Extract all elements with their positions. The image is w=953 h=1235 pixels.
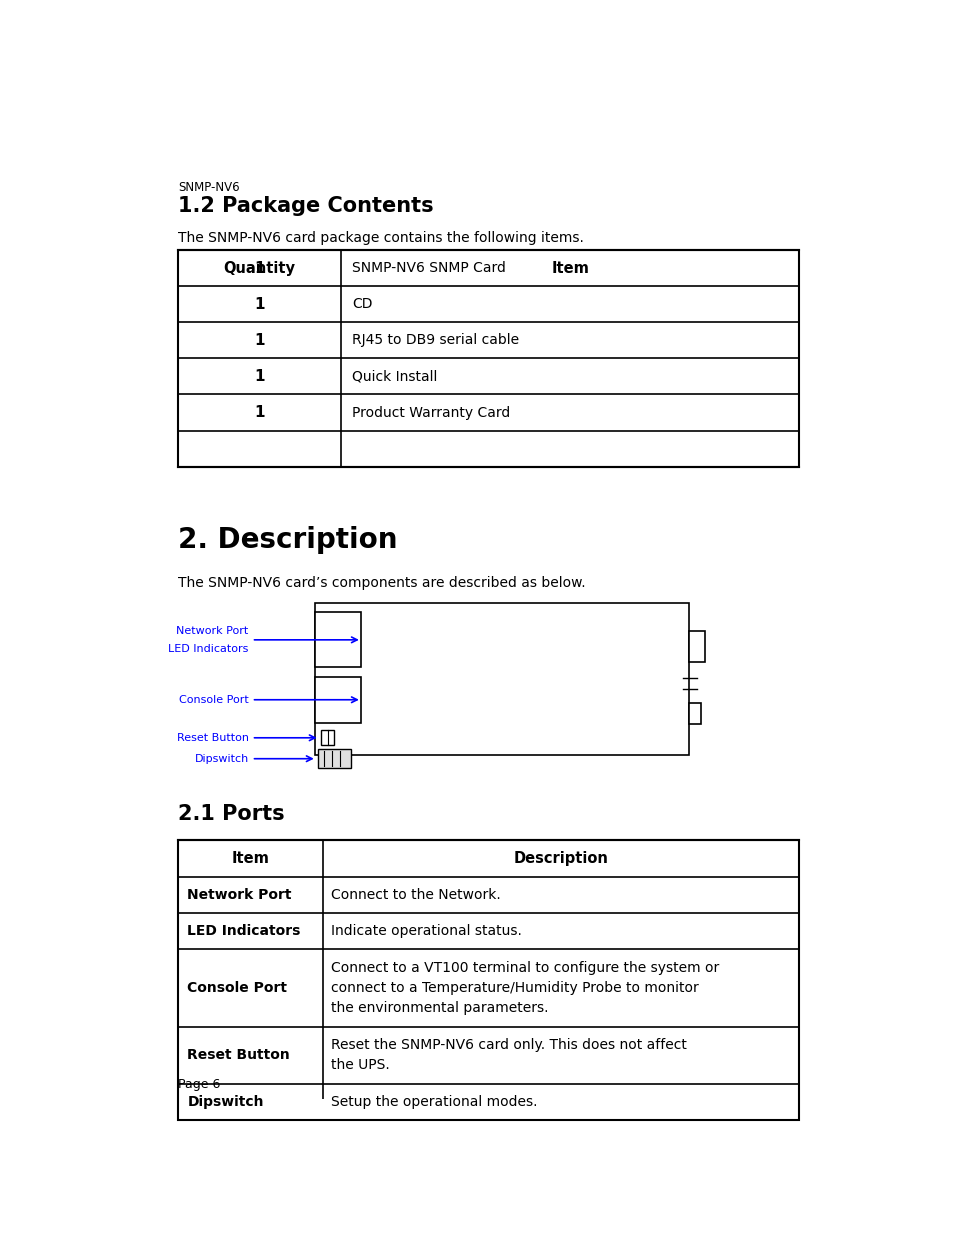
Text: Dipswitch: Dipswitch: [187, 1095, 263, 1109]
Bar: [178, 249, 799, 467]
Text: 1: 1: [254, 332, 265, 348]
Bar: [321, 730, 335, 746]
Bar: [314, 603, 688, 755]
Text: 2. Description: 2. Description: [178, 526, 397, 553]
Text: 1: 1: [254, 261, 265, 275]
Text: Connect to a VT100 terminal to configure the system or: Connect to a VT100 terminal to configure…: [331, 961, 719, 974]
Text: Console Port: Console Port: [179, 695, 249, 705]
Bar: [688, 631, 704, 662]
Text: 1: 1: [254, 369, 265, 384]
Text: Description: Description: [513, 851, 608, 866]
Text: SNMP-NV6: SNMP-NV6: [178, 182, 240, 194]
Text: Dipswitch: Dipswitch: [194, 753, 249, 763]
Text: Connect to the Network.: Connect to the Network.: [331, 888, 500, 902]
Text: Setup the operational modes.: Setup the operational modes.: [331, 1095, 537, 1109]
Text: Reset Button: Reset Button: [176, 732, 249, 742]
Text: Reset the SNMP-NV6 card only. This does not affect: Reset the SNMP-NV6 card only. This does …: [331, 1039, 686, 1052]
Text: CD: CD: [352, 298, 373, 311]
Text: SNMP-NV6 SNMP Card: SNMP-NV6 SNMP Card: [352, 261, 505, 275]
Bar: [314, 613, 360, 667]
Text: Product Warranty Card: Product Warranty Card: [352, 405, 510, 420]
Text: The SNMP-NV6 card package contains the following items.: The SNMP-NV6 card package contains the f…: [178, 231, 583, 245]
Bar: [178, 841, 799, 1120]
Text: 1: 1: [254, 296, 265, 311]
Text: LED Indicators: LED Indicators: [187, 924, 300, 937]
Bar: [688, 703, 700, 724]
Text: connect to a Temperature/Humidity Probe to monitor: connect to a Temperature/Humidity Probe …: [331, 981, 699, 995]
Text: the UPS.: the UPS.: [331, 1058, 390, 1072]
Text: Page 6: Page 6: [178, 1078, 220, 1092]
Text: Console Port: Console Port: [187, 981, 287, 995]
Text: 1.2 Package Contents: 1.2 Package Contents: [178, 196, 434, 216]
Text: Item: Item: [551, 261, 589, 275]
Text: Network Port: Network Port: [187, 888, 292, 902]
Text: Item: Item: [232, 851, 269, 866]
Text: Network Port: Network Port: [176, 626, 249, 636]
Text: 2.1 Ports: 2.1 Ports: [178, 804, 285, 824]
Text: LED Indicators: LED Indicators: [168, 643, 249, 653]
Text: RJ45 to DB9 serial cable: RJ45 to DB9 serial cable: [352, 333, 518, 347]
Text: Indicate operational status.: Indicate operational status.: [331, 924, 522, 937]
Text: Quantity: Quantity: [224, 261, 295, 275]
Text: The SNMP-NV6 card’s components are described as below.: The SNMP-NV6 card’s components are descr…: [178, 576, 585, 590]
Bar: [317, 750, 351, 768]
Text: Quick Install: Quick Install: [352, 369, 437, 383]
Text: Reset Button: Reset Button: [187, 1049, 290, 1062]
Bar: [314, 677, 360, 722]
Text: 1: 1: [254, 405, 265, 420]
Text: the environmental parameters.: the environmental parameters.: [331, 1000, 548, 1015]
